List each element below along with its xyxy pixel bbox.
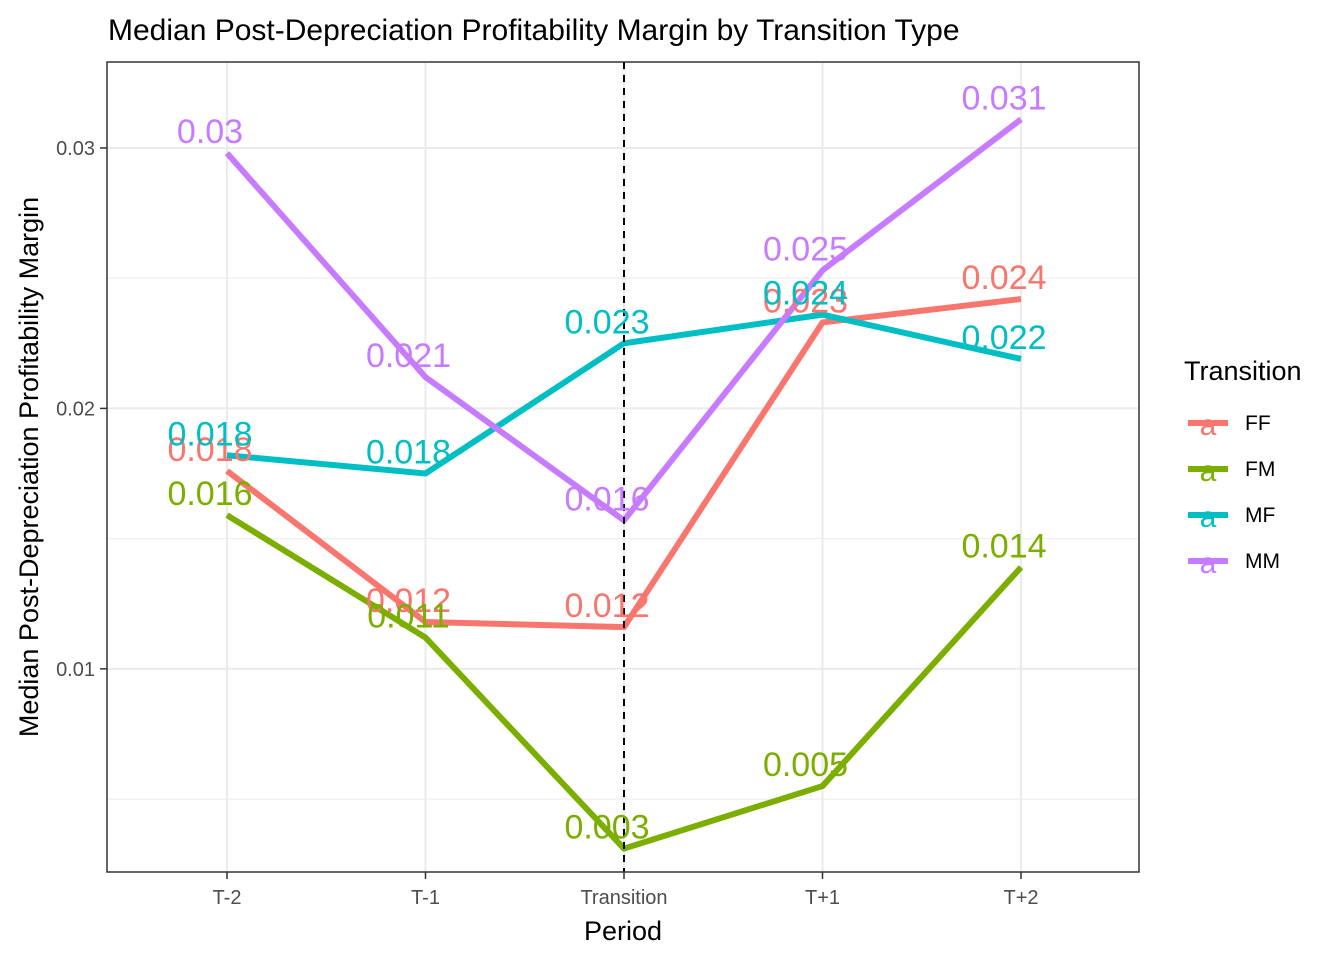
data-label-mm: 0.03 <box>177 113 243 151</box>
legend-title: Transition <box>1184 356 1302 386</box>
data-label-fm: 0.003 <box>564 809 649 847</box>
data-label-mm: 0.016 <box>564 480 649 518</box>
y-tick-label: 0.02 <box>56 398 95 420</box>
legend-key-glyph: a <box>1200 547 1217 580</box>
legend-item-ff: a FF <box>1188 409 1271 442</box>
data-label-ff: 0.024 <box>961 259 1046 297</box>
series-line-mf <box>226 311 1022 477</box>
legend-key-glyph: a <box>1200 455 1217 488</box>
x-tick-label: T+1 <box>805 887 840 909</box>
x-tick-label: T+2 <box>1003 887 1038 909</box>
data-label-ff: 0.023 <box>763 282 848 320</box>
legend: Transition a FF a FM a MF a MM <box>1184 356 1302 580</box>
data-label-ff: 0.018 <box>167 431 252 469</box>
x-tick-label: T-1 <box>411 887 440 909</box>
legend-label: MF <box>1245 504 1275 527</box>
legend-key-glyph: a <box>1200 409 1217 442</box>
y-axis-title: Median Post-Depreciation Profitability M… <box>14 197 44 737</box>
data-label-mf: 0.018 <box>167 415 252 453</box>
data-label-fm: 0.011 <box>367 598 450 636</box>
plot-border <box>106 61 1140 873</box>
legend-label: MM <box>1245 550 1280 573</box>
x-tick-label: T-2 <box>213 887 242 909</box>
legend-item-fm: a FM <box>1188 455 1275 488</box>
y-tick-label: 0.01 <box>56 659 95 681</box>
x-axis: T-2 T-1 Transition T+1 T+2 <box>213 872 1039 909</box>
data-label-mf: 0.018 <box>366 434 451 472</box>
data-label-fm: 0.014 <box>961 527 1046 565</box>
data-label-mm: 0.025 <box>763 230 848 268</box>
data-label-mf: 0.023 <box>564 303 649 341</box>
data-label-mm: 0.021 <box>366 337 451 375</box>
data-label-ff: 0.012 <box>564 587 649 625</box>
y-tick-label: 0.03 <box>56 138 95 160</box>
legend-label: FM <box>1245 458 1275 481</box>
data-label-mm: 0.031 <box>961 79 1046 117</box>
x-axis-title: Period <box>584 916 662 946</box>
x-tick-label: Transition <box>580 887 667 909</box>
data-label-mf: 0.024 <box>763 275 848 313</box>
legend-key-glyph: a <box>1200 501 1217 534</box>
y-axis: 0.01 0.02 0.03 <box>56 138 107 681</box>
data-label-fm: 0.005 <box>763 746 848 784</box>
legend-item-mm: a MM <box>1188 547 1280 580</box>
legend-item-mf: a MF <box>1188 501 1275 534</box>
legend-label: FF <box>1245 412 1271 435</box>
data-label-ff: 0.012 <box>366 582 451 620</box>
chart-title: Median Post-Depreciation Profitability M… <box>108 14 960 47</box>
data-label-mf: 0.022 <box>961 319 1046 357</box>
data-label-fm: 0.016 <box>167 475 252 513</box>
